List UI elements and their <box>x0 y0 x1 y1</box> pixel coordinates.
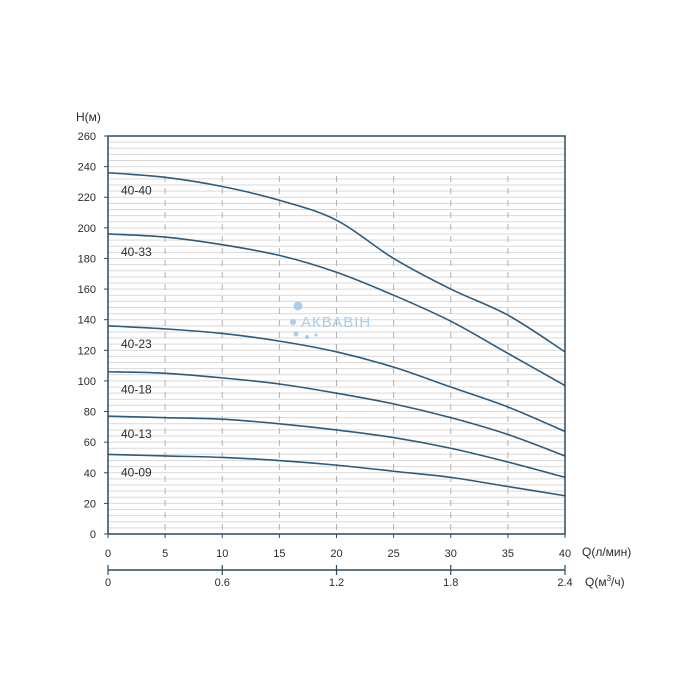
curve-label-40-13: 40-13 <box>121 427 152 441</box>
curve-40-13 <box>107 415 566 479</box>
x2-tick-label: 2.4 <box>557 577 572 589</box>
x-tick-label: 35 <box>502 548 514 560</box>
y-axis-title: H(м) <box>76 110 101 124</box>
y-tick-label: 100 <box>78 376 96 388</box>
watermark-text: АКВАВІН <box>301 314 371 331</box>
watermark-drop-3 <box>293 331 299 337</box>
curve-40-09 <box>107 453 566 497</box>
x2-tick-label: 1.8 <box>443 577 458 589</box>
y-tick-label: 40 <box>84 468 96 480</box>
watermark-logo: АКВАВІН <box>290 301 371 339</box>
x2-axis-title: Q(м3/ч) <box>585 574 625 589</box>
x2-axis-title-sup: 3 <box>607 574 612 583</box>
x2-tick-label: 1.2 <box>329 577 344 589</box>
x2-tick-label: 0.6 <box>215 577 230 589</box>
x-tick-label: 5 <box>162 548 168 560</box>
y-tick-label: 240 <box>78 162 96 174</box>
y-tick-label: 20 <box>84 498 96 510</box>
y-tick-label: 220 <box>78 192 96 204</box>
y-tick-label: 60 <box>84 437 96 449</box>
axis-labels: H(м) Q(л/мин) Q(м3/ч) 020406080100120140… <box>76 110 631 589</box>
y-tick-label: 0 <box>90 529 96 541</box>
watermark-drop-2 <box>290 319 296 325</box>
curve-label-40-40: 40-40 <box>121 184 152 198</box>
x-tick-label: 0 <box>105 548 111 560</box>
curve-40-18 <box>107 370 566 457</box>
curve-label-40-09: 40-09 <box>121 465 152 479</box>
y-tick-label: 120 <box>78 345 96 357</box>
x-tick-label: 20 <box>330 548 342 560</box>
x2-tick-label: 0 <box>105 577 111 589</box>
grid <box>108 141 565 534</box>
y-tick-label: 200 <box>78 223 96 235</box>
x-tick-label: 25 <box>388 548 400 560</box>
y-tick-label: 180 <box>78 253 96 265</box>
watermark-drop-1 <box>293 301 303 311</box>
curve-40-40 <box>107 171 566 353</box>
y-tick-label: 140 <box>78 315 96 327</box>
x-tick-label: 40 <box>559 548 571 560</box>
performance-curves: 40-40 40-33 40-23 40-18 40-13 40-09 <box>107 171 566 497</box>
y-tick-label: 80 <box>84 407 96 419</box>
x-tick-label: 30 <box>445 548 457 560</box>
y-tick-label: 260 <box>78 131 96 143</box>
curve-40-33 <box>107 233 566 387</box>
axes <box>104 135 566 575</box>
curve-label-40-23: 40-23 <box>121 337 152 351</box>
watermark-drop-4 <box>305 335 309 339</box>
curve-label-40-33: 40-33 <box>121 245 152 259</box>
curve-40-23 <box>107 325 566 433</box>
x2-axis-title-tail: /ч) <box>611 575 625 589</box>
curve-label-40-18: 40-18 <box>121 383 152 397</box>
y-tick-label: 160 <box>78 284 96 296</box>
x-tick-label: 15 <box>273 548 285 560</box>
x2-axis-title-base: Q(м <box>585 575 607 589</box>
watermark-drop-5 <box>314 333 318 337</box>
x-tick-label: 10 <box>216 548 228 560</box>
x-axis-title: Q(л/мин) <box>582 545 631 559</box>
